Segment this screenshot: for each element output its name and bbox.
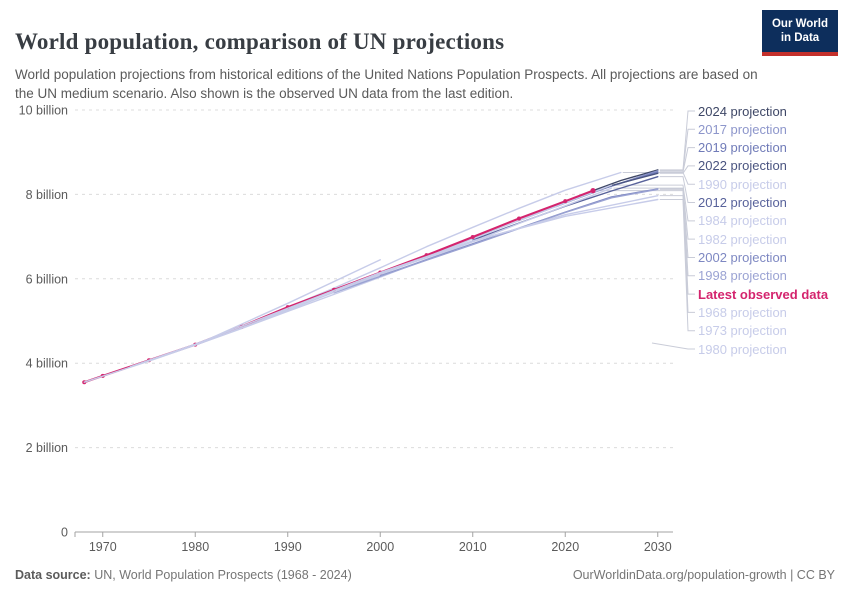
legend-connector [659,198,695,332]
data-point-marker [563,199,568,204]
owid-logo-line1: Our World [771,18,828,30]
series-line-1968-projection[interactable] [83,195,659,383]
chart-subtitle: World population projections from histor… [15,66,758,102]
x-tick-label: 2030 [644,540,672,554]
y-tick-label: 6 billion [26,272,68,286]
data-source-text: UN, World Population Prospects (1968 - 2… [90,568,352,582]
legend-item-2024-projection[interactable]: 2024 projection [698,103,787,119]
legend-connector [613,184,695,222]
legend-item-1990-projection[interactable]: 1990 projection [698,176,787,192]
chart-footer: Data source: UN, World Population Prospe… [15,568,835,582]
legend-item-1998-projection[interactable]: 1998 projection [698,268,787,284]
y-tick-label: 0 [61,526,68,540]
legend-connector [659,176,695,204]
legend-item-2017-projection[interactable]: 2017 projection [698,121,787,137]
x-tick-label: 2020 [551,540,579,554]
legend-item-1968-projection[interactable]: 1968 projection [698,304,787,320]
data-point-marker [517,216,521,221]
legend-item-1973-projection[interactable]: 1973 projection [698,323,787,339]
legend-connector [613,187,695,240]
data-source-label: Data source: [15,568,91,582]
legend-item-1980-projection[interactable]: 1980 projection [698,341,787,357]
series-line-1973-projection[interactable] [129,198,659,368]
legend-connector [659,110,695,171]
data-point-marker [470,235,475,240]
x-tick-label: 1980 [181,540,209,554]
x-axis: 1970 1980 1990 2000 2010 2020 2030 [74,531,673,554]
legend-connector [659,195,695,313]
x-tick-label: 1990 [274,540,302,554]
owid-logo[interactable]: Our World in Data [762,10,838,56]
owid-logo-line2: in Data [780,32,820,45]
series-line-2024-projection[interactable] [592,169,659,192]
y-tick-label: 8 billion [26,188,68,202]
legend-item-2012-projection[interactable]: 2012 projection [698,195,787,211]
data-point-marker [590,188,596,194]
legend-item-latest-observed-data[interactable]: Latest observed data [698,286,829,302]
legend-item-1982-projection[interactable]: 1982 projection [698,231,787,247]
legend-item-2002-projection[interactable]: 2002 projection [698,249,787,265]
y-tick-label: 4 billion [26,357,68,371]
series-line-1980-projection[interactable] [194,259,381,346]
y-tick-label: 10 billion [19,104,68,118]
legend-connector-lines [595,110,695,350]
legend-connector [659,147,695,173]
y-axis-labels: 0 2 billion 4 billion 6 billion 8 billion 10 … [19,104,68,540]
legend-item-2022-projection[interactable]: 2022 projection [698,158,787,174]
y-gridlines [75,109,673,449]
series-lines [82,169,659,385]
legend-connector [659,165,695,174]
data-source-note: Data source: UN, World Population Prospe… [15,568,352,582]
legend-item-1984-projection[interactable]: 1984 projection [698,213,787,229]
license-link[interactable]: OurWorldinData.org/population-growth | C… [572,568,835,582]
legend-connector [659,128,695,172]
x-tick-label: 2000 [366,540,394,554]
legend-item-2019-projection[interactable]: 2019 projection [698,140,787,156]
legend-connector [651,342,695,350]
series-line-2002-projection[interactable] [379,188,659,277]
page-title: World population, comparison of UN proje… [15,29,505,55]
legend-connector [595,190,695,295]
series-line-1998-projection[interactable] [333,188,659,294]
series-line-1990-projection[interactable] [287,171,622,308]
y-tick-label: 2 billion [26,441,68,455]
x-tick-label: 1970 [89,540,117,554]
x-tick-label: 2010 [459,540,487,554]
